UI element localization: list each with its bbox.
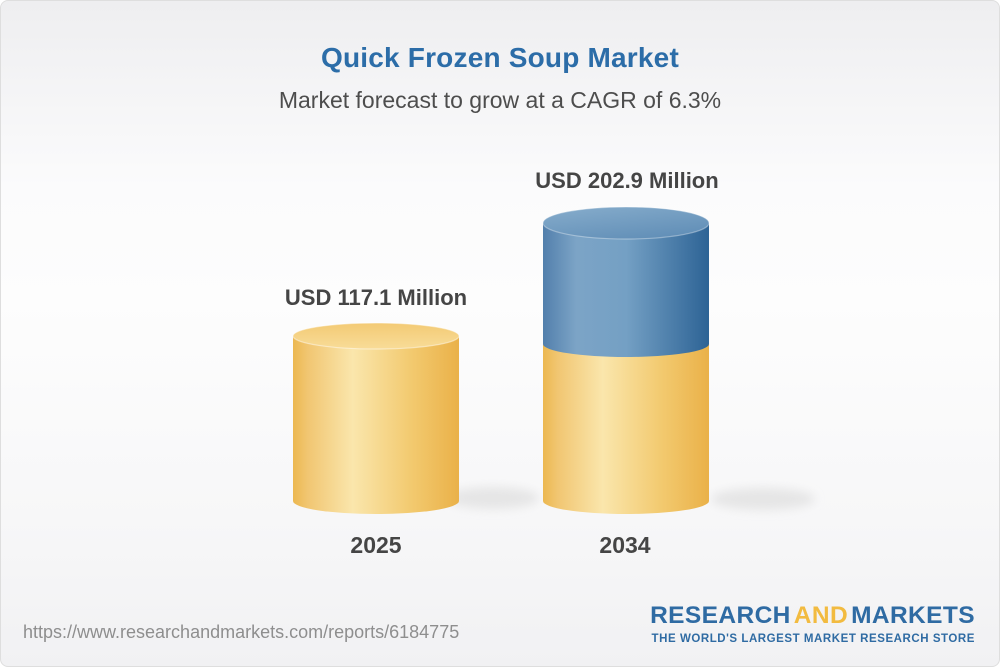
value-label-2034: USD 202.9 Million [535, 168, 719, 193]
page-title: Quick Frozen Soup Market [321, 42, 679, 73]
bar-2025-shadow [447, 487, 539, 509]
category-label-2025: 2025 [350, 532, 402, 558]
logo-tagline: THE WORLD'S LARGEST MARKET RESEARCH STOR… [651, 632, 975, 645]
bar-2034-top [542, 206, 710, 240]
bar-2034-base-segment [543, 344, 709, 514]
value-label-2025: USD 117.1 Million [284, 285, 468, 310]
category-label-2034: 2034 [599, 532, 651, 558]
bar-2025-cylinder [292, 322, 539, 514]
logo-word-markets: MARKETS [851, 602, 975, 629]
bar-2025-top [292, 322, 460, 350]
bar-2034-shadow [711, 488, 815, 510]
logo-word-research: RESEARCH [650, 602, 791, 629]
bar-2034-cylinder [542, 206, 815, 514]
report-url[interactable]: https://www.researchandmarkets.com/repor… [23, 622, 460, 642]
research-and-markets-logo[interactable]: RESEARCH AND MARKETS THE WORLD'S LARGEST M… [650, 602, 975, 645]
bar-2034-growth-segment [543, 223, 709, 357]
logo-word-and: AND [793, 602, 849, 629]
bar-2025-body [293, 336, 459, 514]
logo-wordmark: RESEARCH AND MARKETS [650, 602, 975, 630]
page-subtitle: Market forecast to grow at a CAGR of 6.3… [278, 87, 722, 113]
